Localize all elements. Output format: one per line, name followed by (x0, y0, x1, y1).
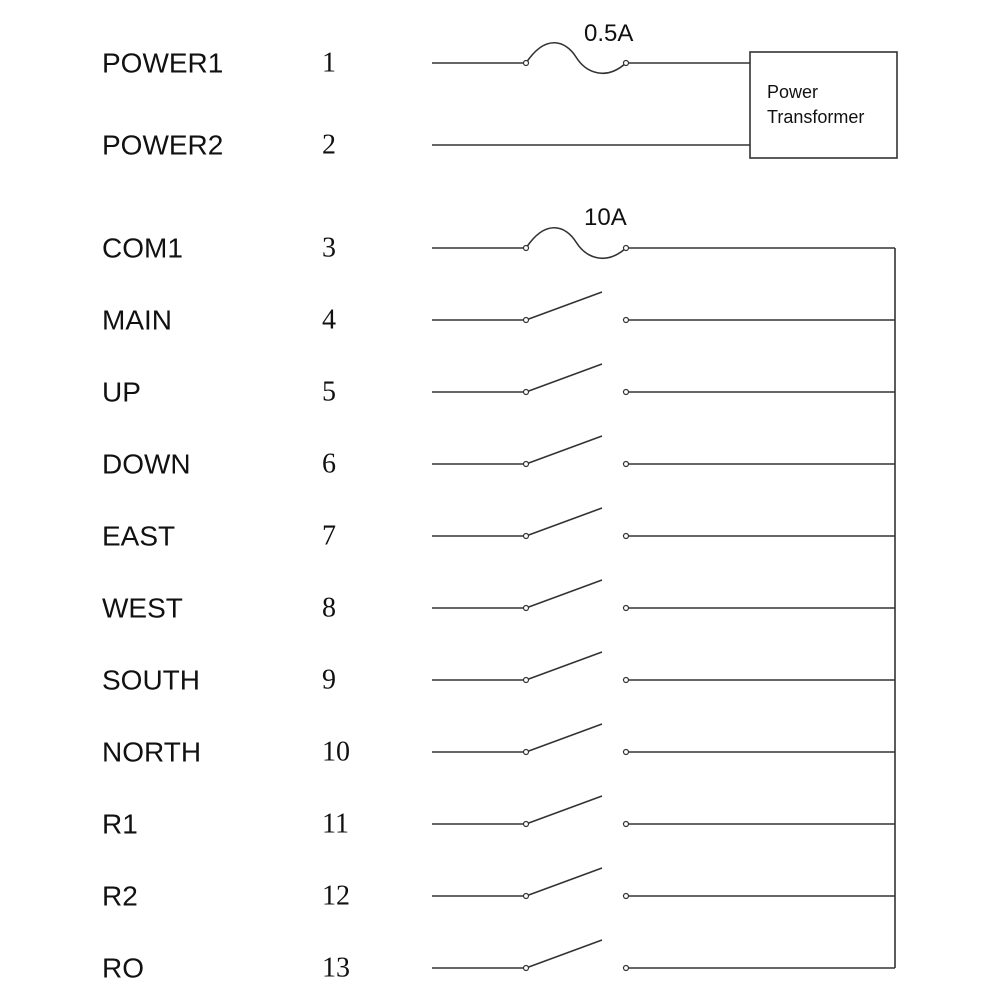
terminal-number: 9 (322, 664, 336, 695)
terminal-label: SOUTH (102, 664, 200, 695)
terminal-number: 8 (322, 592, 336, 623)
transformer-box (749, 51, 898, 159)
terminal-label: COM1 (102, 232, 183, 263)
terminal-dot (522, 604, 530, 612)
terminal-label: DOWN (102, 448, 191, 479)
terminal-dot (622, 964, 630, 972)
switch-blade (525, 507, 603, 537)
terminal-label: R1 (102, 808, 138, 839)
switch-blade (525, 651, 603, 681)
switch-blade (525, 435, 603, 465)
terminal-number: 4 (322, 304, 336, 335)
terminal-label: UP (102, 376, 141, 407)
terminal-dot (522, 532, 530, 540)
switch-blade (525, 363, 603, 393)
terminal-dot (622, 532, 630, 540)
terminal-dot (622, 388, 630, 396)
terminal-dot (522, 388, 530, 396)
terminal-number: 7 (322, 520, 336, 551)
terminal-number: 2 (322, 129, 336, 160)
terminal-dot (522, 820, 530, 828)
terminal-dot (622, 460, 630, 468)
terminal-label: POWER1 (102, 47, 223, 78)
terminal-dot (622, 892, 630, 900)
terminal-dot (522, 964, 530, 972)
terminal-number: 3 (322, 232, 336, 263)
terminal-number: 13 (322, 952, 350, 983)
terminal-dot (622, 316, 630, 324)
terminal-label: WEST (102, 592, 183, 623)
terminal-label: POWER2 (102, 129, 223, 160)
terminal-number: 12 (322, 880, 350, 911)
terminal-label: RO (102, 952, 144, 983)
fuse (525, 42, 627, 74)
transformer-label: Power (767, 82, 818, 102)
terminal-dot (522, 460, 530, 468)
terminal-dot (522, 748, 530, 756)
terminal-label: EAST (102, 520, 175, 551)
terminal-dot (522, 59, 530, 67)
switch-blade (525, 795, 603, 825)
terminal-dot (522, 316, 530, 324)
fuse (525, 227, 627, 259)
transformer-label: Transformer (767, 107, 864, 127)
switch-blade (525, 291, 603, 321)
terminal-number: 1 (322, 47, 336, 78)
terminal-dot (522, 892, 530, 900)
terminal-number: 10 (322, 736, 350, 767)
terminal-dot (522, 244, 530, 252)
terminal-number: 11 (322, 808, 349, 839)
switch-blade (525, 867, 603, 897)
terminal-label: MAIN (102, 304, 172, 335)
terminal-dot (522, 676, 530, 684)
fuse-rating: 10A (584, 204, 627, 231)
terminal-dot (622, 604, 630, 612)
terminal-number: 5 (322, 376, 336, 407)
switch-blade (525, 939, 603, 969)
terminal-dot (622, 244, 630, 252)
switch-blade (525, 579, 603, 609)
switch-blade (525, 723, 603, 753)
terminal-dot (622, 748, 630, 756)
terminal-dot (622, 676, 630, 684)
terminal-label: R2 (102, 880, 138, 911)
terminal-label: NORTH (102, 736, 201, 767)
terminal-dot (622, 59, 630, 67)
fuse-rating: 0.5A (584, 20, 633, 47)
terminal-dot (622, 820, 630, 828)
terminal-number: 6 (322, 448, 336, 479)
